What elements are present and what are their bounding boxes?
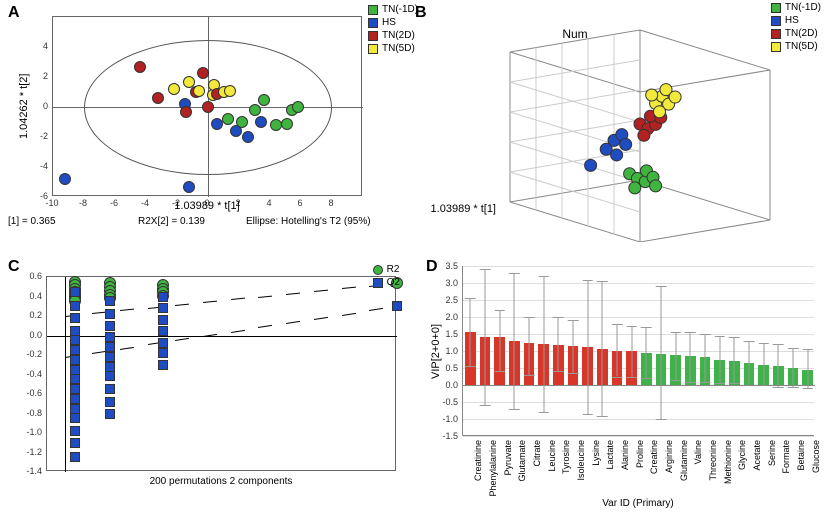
scatter-point <box>292 101 304 113</box>
scatter-point <box>224 85 236 97</box>
vip-xlabel: Phenylalanine <box>488 440 498 497</box>
legend-item: TN(5D) <box>771 41 821 52</box>
panel-a-yticks: -6-4-2024 <box>28 16 50 196</box>
panel-a-plot <box>52 16 362 196</box>
scatter-point <box>255 116 267 128</box>
vip-xlabel: Creatinine <box>473 440 483 481</box>
panel-a-caption-right: Ellipse: Hotelling's T2 (95%) <box>246 216 371 227</box>
scatter-point <box>222 113 234 125</box>
vip-xlabel: Threonine <box>708 440 718 481</box>
panel-a: A 1.04262 * t[2] -10-8-6-4-202468 -6-4-2… <box>8 6 408 241</box>
legend-item: TN(-1D) <box>368 4 418 15</box>
scatter-point <box>281 118 293 130</box>
panel-b: B Num1.04262 * t[2]1.03989 * t[1] TN(-1D… <box>415 2 825 242</box>
legend-item: TN(-1D) <box>771 2 821 13</box>
panel-d-plot: CreatininePhenylalaninePyruvateGlutamate… <box>462 266 814 436</box>
vip-xlabel: Glutamine <box>679 440 689 481</box>
vip-xlabel: Arginine <box>664 440 674 473</box>
legend-item: TN(2D) <box>771 28 821 39</box>
panel-c-yticks: 0.60.40.20.0-0.2-0.4-0.6-0.8-1.0-1.2-1.4 <box>18 276 44 471</box>
vip-xlabel: Glycine <box>737 440 747 470</box>
vip-xlabel: Acetate <box>752 440 762 471</box>
svg-text:Num: Num <box>562 27 587 41</box>
panel-c: C 0.60.40.20.0-0.2-0.4-0.6-0.8-1.0-1.2-1… <box>8 260 408 515</box>
panel-d-yticks: 3.53.02.52.01.51.00.50.0-0.5-1.0-1.5 <box>440 266 460 436</box>
panel-d-xlabel: Var ID (Primary) <box>462 498 814 509</box>
scatter-point <box>59 173 71 185</box>
panel-a-caption-mid: R2X[2] = 0.139 <box>138 216 205 227</box>
scatter-point <box>152 92 164 104</box>
scatter-point <box>168 83 180 95</box>
panel-b-legend: TN(-1D) HS TN(2D) TN(5D) <box>771 2 821 54</box>
panel-a-xlabel: 1.03989 * t[1] <box>52 200 362 212</box>
panel-c-plot <box>46 276 396 471</box>
legend-item: Q2 <box>373 277 400 288</box>
vip-xlabel: Formate <box>781 440 791 474</box>
vip-xlabel: Lysine <box>591 440 601 466</box>
panel-a-legend: TN(-1D) HS TN(2D) TN(5D) <box>368 4 418 56</box>
vip-xlabel: Methionine <box>723 440 733 484</box>
scatter-point <box>134 61 146 73</box>
legend-item: HS <box>368 17 418 28</box>
legend-item: HS <box>771 15 821 26</box>
scatter-point <box>202 101 214 113</box>
legend-item: TN(5D) <box>368 43 418 54</box>
scatter-point <box>193 85 205 97</box>
scatter-point <box>180 106 192 118</box>
panel-a-caption-left: [1] = 0.365 <box>8 216 56 227</box>
scatter-point <box>197 67 209 79</box>
vip-xlabel: Alanine <box>620 440 630 470</box>
vip-xlabel: Valine <box>693 440 703 464</box>
svg-text:1.03989 * t[1]: 1.03989 * t[1] <box>431 203 496 215</box>
vip-xlabel: Leucine <box>547 440 557 472</box>
scatter-point <box>249 104 261 116</box>
panel-d: D VIP[2+0+0] CreatininePhenylalaninePyru… <box>426 260 821 515</box>
vip-xlabel: Glucose <box>811 440 821 473</box>
panel-c-label: C <box>8 258 20 276</box>
vip-xlabel: Creatine <box>649 440 659 474</box>
vip-xlabel: Tyrosine <box>561 440 571 474</box>
scatter-point <box>183 181 195 193</box>
vip-xlabel: Citrate <box>532 440 542 467</box>
vip-xlabel: Betaine <box>796 440 806 471</box>
panel-c-xcaption: 200 permutations 2 components <box>46 476 396 487</box>
scatter-point <box>242 131 254 143</box>
legend-item: TN(2D) <box>368 30 418 41</box>
vip-xlabel: Glutamate <box>517 440 527 482</box>
vip-xlabel: Proline <box>635 440 645 468</box>
panel-c-legend: R2Q2 <box>373 264 400 290</box>
panel-b-3d: Num1.04262 * t[2]1.03989 * t[1] <box>415 2 825 242</box>
scatter-point <box>236 116 248 128</box>
vip-xlabel: Serine <box>767 440 777 466</box>
scatter-point <box>258 94 270 106</box>
vip-xlabel: Pyruvate <box>503 440 513 476</box>
vip-xlabel: Lactate <box>605 440 615 470</box>
vip-xlabel: Isoleucine <box>576 440 586 481</box>
legend-item: R2 <box>373 264 400 275</box>
